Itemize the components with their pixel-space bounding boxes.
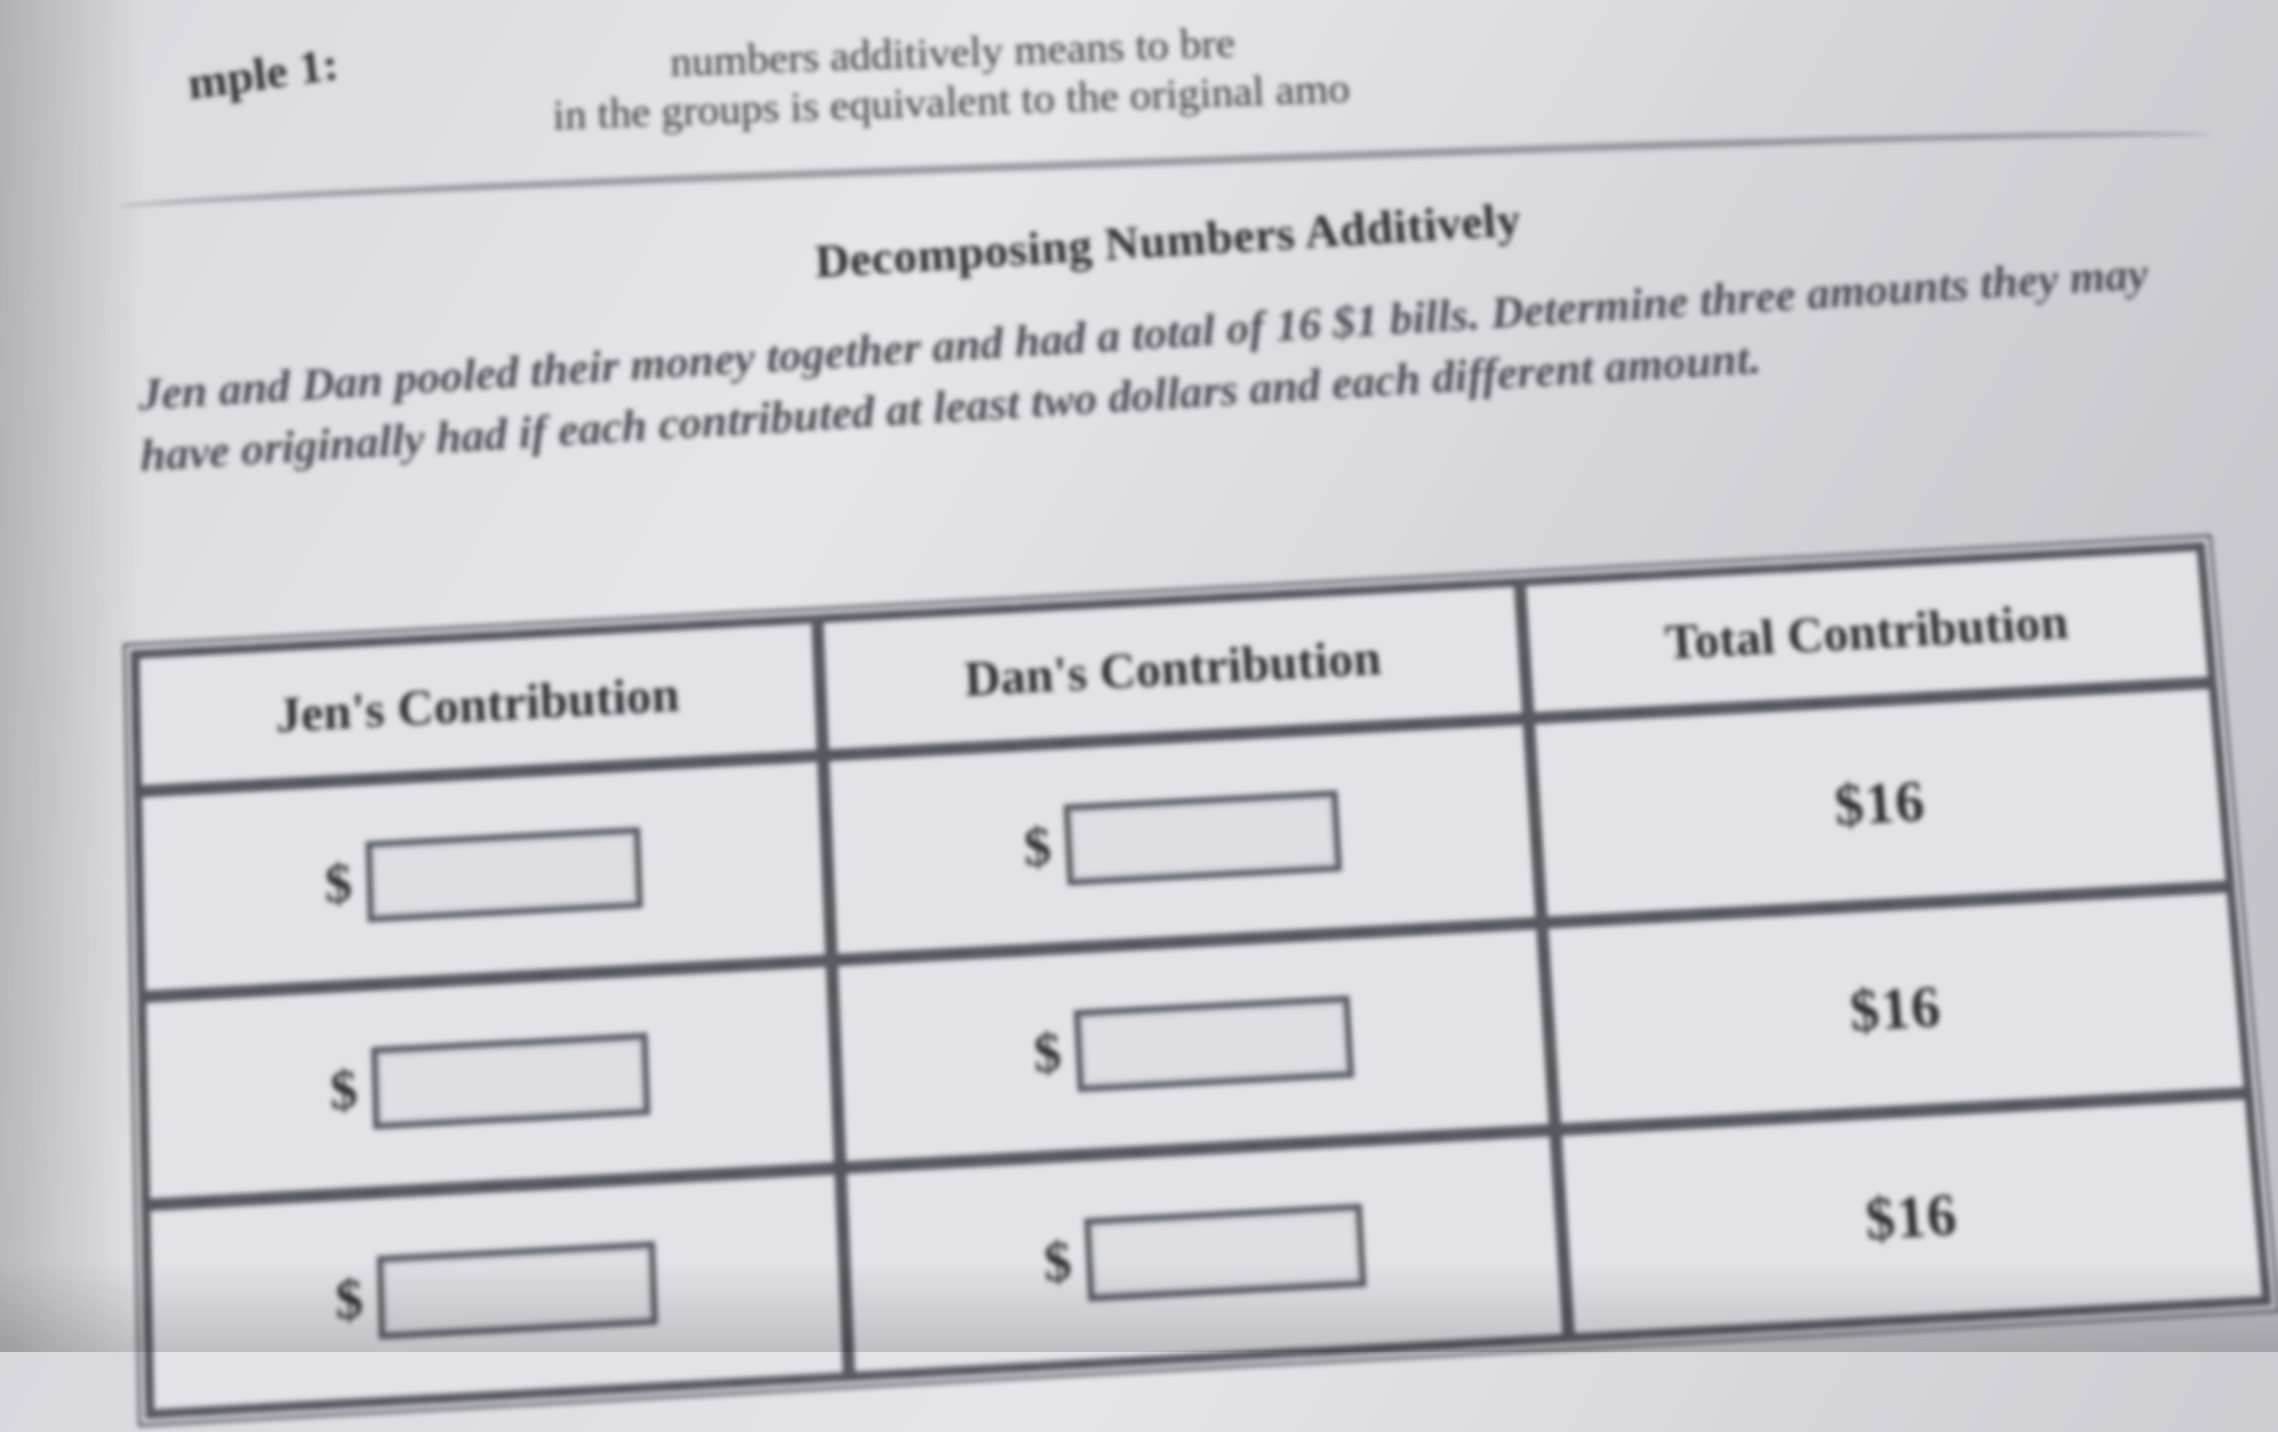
jen-cell: $ [140, 960, 840, 1205]
dan-cell: $ [841, 1130, 1570, 1378]
jen-input-field[interactable]: $ [329, 1033, 650, 1132]
dan-input-field[interactable]: $ [1022, 790, 1342, 888]
total-value: $16 [1863, 1180, 1960, 1252]
total-cell: $16 [1529, 683, 2232, 923]
currency-icon: $ [324, 851, 353, 915]
currency-icon: $ [329, 1057, 358, 1122]
currency-icon: $ [1022, 814, 1052, 878]
jen-input-box[interactable] [365, 827, 642, 923]
currency-icon: $ [335, 1266, 364, 1332]
dan-input-box[interactable] [1084, 1204, 1366, 1302]
jen-input-box[interactable] [376, 1241, 657, 1339]
jen-cell: $ [144, 1168, 849, 1416]
contribution-table: Jen's Contribution Dan's Contribution To… [123, 534, 2278, 1427]
dan-cell: $ [832, 923, 1556, 1168]
currency-icon: $ [1042, 1228, 1073, 1294]
intro-text-fragment: numbers additively means to bre in the g… [256, 0, 2186, 152]
dan-cell: $ [823, 719, 1542, 961]
jen-input-box[interactable] [371, 1033, 650, 1130]
jen-input-field[interactable]: $ [334, 1241, 657, 1342]
dan-input-field[interactable]: $ [1042, 1204, 1366, 1304]
dan-input-box[interactable] [1063, 790, 1342, 885]
total-value: $16 [1847, 972, 1943, 1043]
dan-input-box[interactable] [1074, 996, 1355, 1093]
jen-cell: $ [136, 756, 832, 997]
currency-icon: $ [1032, 1020, 1063, 1085]
total-cell: $16 [1542, 886, 2250, 1129]
total-cell: $16 [1556, 1093, 2269, 1340]
jen-input-field[interactable]: $ [324, 827, 643, 925]
total-value: $16 [1832, 767, 1928, 837]
contribution-table-wrap: Jen's Contribution Dan's Contribution To… [123, 534, 2278, 1427]
dan-input-field[interactable]: $ [1032, 996, 1354, 1095]
